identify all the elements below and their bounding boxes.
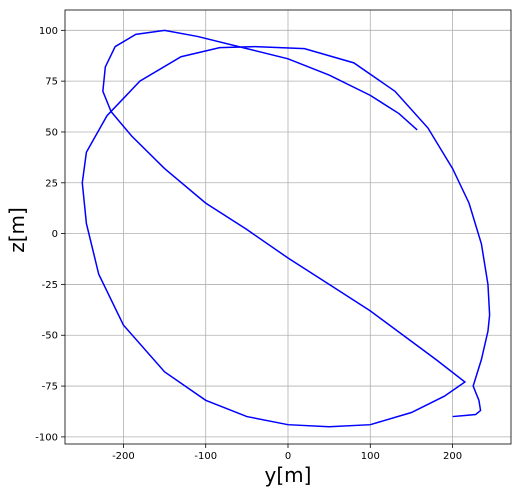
y-tick-label: 75 <box>45 77 58 88</box>
y-tick-label: 0 <box>52 229 58 240</box>
x-tick-label: -200 <box>112 451 135 462</box>
y-tick-label: 100 <box>39 26 58 37</box>
x-tick-label: -100 <box>194 451 217 462</box>
y-tick-label: -50 <box>42 331 58 342</box>
plot-frame <box>64 9 512 445</box>
y-axis-label: z[m] <box>5 207 29 253</box>
y-tick-label: -25 <box>42 280 58 291</box>
x-tick-label: 200 <box>443 451 462 462</box>
x-tick-label: 100 <box>361 451 380 462</box>
x-tick-label: 0 <box>285 451 291 462</box>
data-line <box>81 29 491 428</box>
y-tick-label: 25 <box>45 178 58 189</box>
y-tick-label: 50 <box>45 127 58 138</box>
x-axis-label: y[m] <box>265 463 312 487</box>
y-tick-label: -75 <box>42 382 58 393</box>
y-tick-label: -100 <box>35 432 58 443</box>
